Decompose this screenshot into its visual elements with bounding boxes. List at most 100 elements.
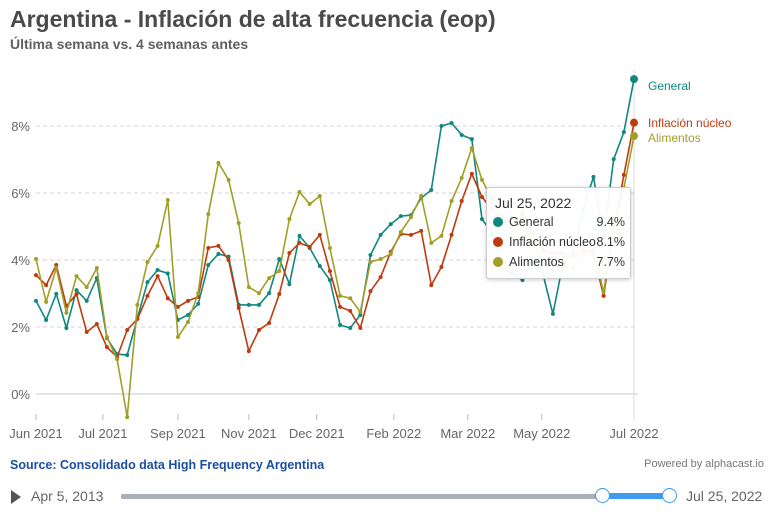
data-point	[165, 271, 170, 276]
data-point	[550, 311, 555, 316]
data-point	[155, 274, 160, 279]
tooltip-series-name: Alimentos	[509, 255, 564, 269]
data-point	[104, 335, 109, 340]
data-point	[54, 291, 59, 296]
series-dot-icon	[493, 237, 503, 247]
data-point	[94, 266, 99, 271]
data-point	[267, 291, 272, 296]
data-point	[196, 301, 201, 306]
data-point	[34, 256, 38, 261]
data-point	[236, 305, 241, 310]
data-point	[449, 232, 454, 237]
data-point	[378, 232, 383, 237]
data-point	[44, 283, 49, 288]
data-point	[175, 335, 180, 340]
x-tick-label: Dec 2021	[289, 426, 345, 441]
y-tick-label: 6%	[11, 186, 30, 201]
source-link[interactable]: Source: Consolidado data High Frequency …	[10, 458, 325, 472]
range-end-handle[interactable]	[662, 488, 677, 503]
series-dot-icon	[493, 217, 503, 227]
data-point	[601, 293, 606, 298]
data-point	[429, 283, 434, 288]
range-start-handle[interactable]	[595, 488, 610, 503]
data-point	[520, 278, 525, 283]
data-point	[327, 245, 332, 250]
x-tick-label: Mar 2022	[440, 426, 495, 441]
data-point	[317, 194, 322, 199]
data-point	[297, 233, 302, 238]
data-point	[398, 214, 403, 219]
hover-point	[630, 132, 638, 141]
y-tick-label: 4%	[11, 253, 30, 268]
x-tick-label: May 2022	[513, 426, 570, 441]
data-point	[145, 280, 150, 285]
data-point	[94, 321, 99, 326]
data-point	[34, 298, 38, 303]
chart-subtitle: Última semana vs. 4 semanas antes	[10, 36, 249, 52]
series-dot-icon	[493, 257, 503, 267]
data-point	[186, 312, 191, 317]
data-point	[84, 330, 89, 335]
tooltip-value: 7.7%	[596, 255, 626, 269]
data-point	[297, 189, 302, 194]
data-point	[388, 251, 393, 256]
data-point	[439, 124, 444, 128]
tooltip-row-core: Inflación núcleo 8.1%	[493, 233, 625, 251]
data-point	[216, 160, 221, 165]
x-tick-label: Jul 2022	[609, 426, 658, 441]
data-point	[429, 187, 434, 192]
data-point	[449, 120, 454, 125]
range-end-label: Jul 25, 2022	[686, 488, 763, 504]
data-point	[165, 296, 170, 301]
data-point	[358, 309, 363, 314]
data-point	[206, 263, 211, 268]
data-point	[338, 304, 343, 309]
data-point	[419, 228, 424, 233]
data-point	[186, 319, 191, 324]
tooltip-row-food: Alimentos 7.7%	[493, 253, 625, 271]
data-point	[74, 288, 79, 293]
data-point	[216, 251, 221, 256]
timeline-slider-track[interactable]	[121, 494, 603, 499]
data-point	[409, 215, 414, 220]
data-point	[307, 202, 312, 207]
data-point	[44, 299, 49, 304]
data-point	[287, 250, 292, 255]
timeline-selected-range[interactable]	[602, 493, 670, 499]
tooltip-date: Jul 25, 2022	[495, 195, 572, 211]
data-point	[256, 291, 261, 296]
tooltip: Jul 25, 2022 General 9.4% Inflación núcl…	[486, 187, 631, 279]
data-point	[216, 243, 221, 248]
data-point	[429, 240, 434, 245]
data-point	[256, 328, 261, 333]
data-point	[84, 285, 89, 290]
data-point	[277, 292, 282, 297]
x-tick-label: Nov 2021	[221, 426, 277, 441]
data-point	[469, 146, 474, 151]
data-point	[338, 322, 343, 327]
data-point	[44, 317, 49, 322]
data-point	[469, 137, 474, 142]
powered-by-link[interactable]: Powered by alphacast.io	[644, 458, 764, 470]
data-point	[409, 232, 414, 237]
series-end-label: Alimentos	[648, 131, 701, 145]
data-point	[327, 269, 332, 274]
data-point	[186, 298, 191, 303]
data-point	[378, 256, 383, 261]
data-point	[479, 217, 484, 222]
series-end-label: Inflación núcleo	[648, 116, 732, 130]
data-point	[74, 274, 79, 279]
data-point	[368, 260, 373, 265]
data-point	[246, 285, 251, 290]
data-point	[348, 296, 353, 301]
data-point	[256, 302, 261, 307]
play-icon[interactable]	[11, 490, 21, 504]
y-tick-label: 2%	[11, 320, 30, 335]
data-point	[348, 326, 353, 331]
data-point	[317, 232, 322, 237]
hover-point	[630, 118, 638, 127]
data-point	[267, 276, 272, 281]
data-point	[611, 157, 616, 162]
data-point	[145, 260, 150, 265]
data-point	[226, 258, 231, 262]
